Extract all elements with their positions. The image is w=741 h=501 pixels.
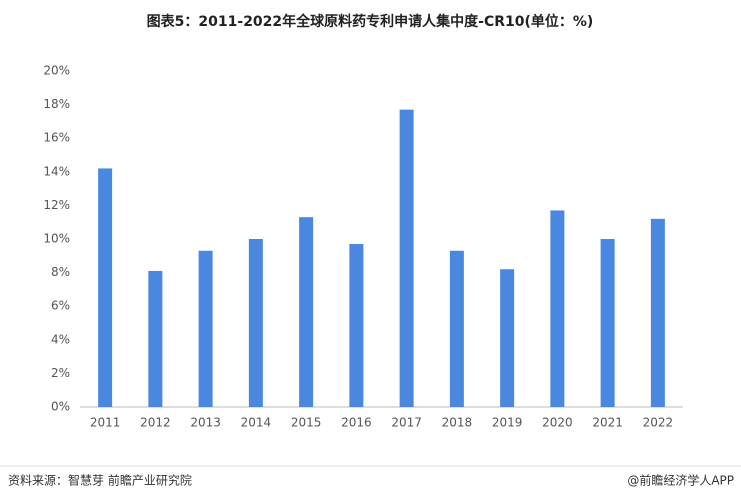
- x-tick-label: 2011: [90, 416, 121, 430]
- bar: [299, 217, 314, 407]
- x-tick-label: 2016: [341, 416, 372, 430]
- y-tick-label: 20%: [43, 64, 70, 78]
- x-tick-label: 2012: [140, 416, 171, 430]
- bar: [449, 250, 464, 407]
- y-tick-label: 14%: [43, 164, 70, 178]
- bar: [399, 109, 414, 407]
- y-tick-label: 4%: [51, 332, 70, 346]
- chart-title: 图表5：2011-2022年全球原料药专利申请人集中度-CR10(单位：%): [147, 13, 594, 30]
- x-tick-label: 2019: [492, 416, 523, 430]
- x-tick-label: 2021: [592, 416, 623, 430]
- bar: [98, 168, 113, 407]
- bar: [148, 270, 163, 407]
- y-tick-label: 12%: [43, 198, 70, 212]
- y-tick-label: 8%: [51, 265, 70, 279]
- credit: @前瞻经济学人APP: [627, 473, 734, 488]
- source: 资料来源：智慧芽 前瞻产业研究院: [8, 473, 192, 488]
- y-tick-label: 2%: [51, 366, 70, 380]
- x-tick-label: 2015: [291, 416, 322, 430]
- bar: [500, 269, 515, 407]
- y-tick-label: 16%: [43, 131, 70, 145]
- x-tick-label: 2013: [190, 416, 221, 430]
- y-tick-label: 18%: [43, 97, 70, 111]
- x-tick-label: 2018: [442, 416, 473, 430]
- y-tick-label: 0%: [51, 400, 70, 414]
- x-tick-label: 2020: [542, 416, 573, 430]
- bar: [198, 250, 213, 407]
- bar: [248, 239, 263, 407]
- y-tick-label: 10%: [43, 232, 70, 246]
- bar: [550, 210, 565, 407]
- x-tick-label: 2014: [241, 416, 272, 430]
- bar: [650, 218, 665, 407]
- bar: [349, 244, 364, 407]
- x-tick-label: 2017: [391, 416, 422, 430]
- y-tick-label: 6%: [51, 299, 70, 313]
- bar: [600, 239, 615, 407]
- x-tick-label: 2022: [643, 416, 674, 430]
